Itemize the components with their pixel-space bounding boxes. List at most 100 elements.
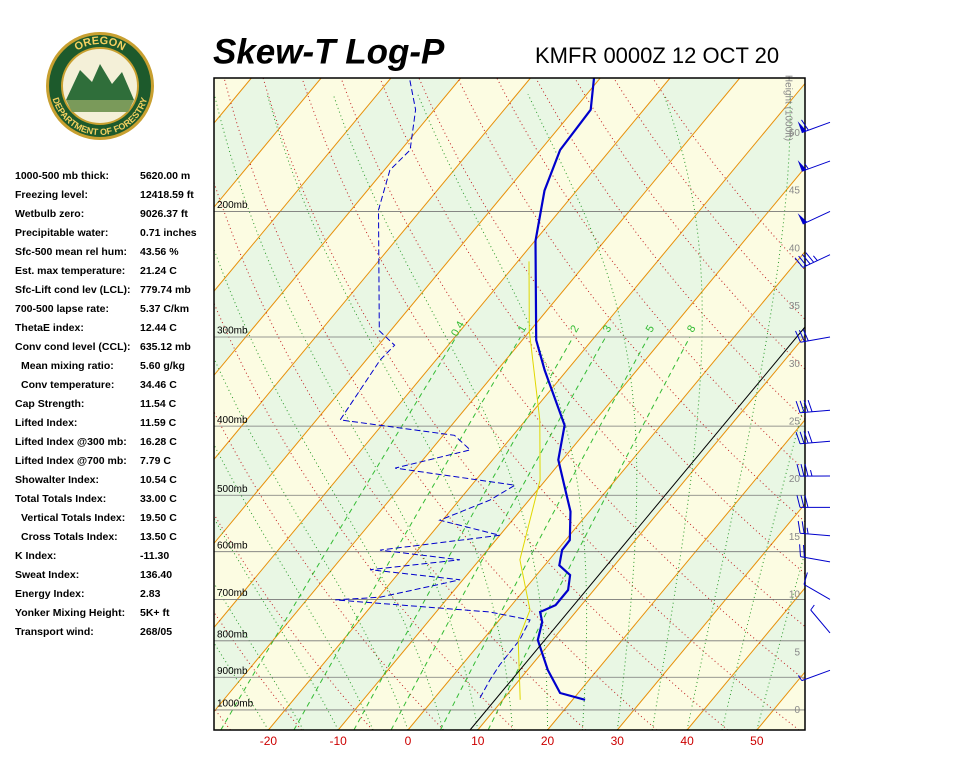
mixing-ratio-line [439, 336, 649, 730]
index-value: 43.56 % [140, 246, 179, 258]
mixing-ratio-label: 3 [601, 323, 614, 334]
index-value: 7.79 C [140, 455, 171, 467]
chart-subtitle: KMFR 0000Z 12 OCT 20 [535, 43, 779, 68]
axes: 0.4 1 2 3 5 8200mb300mb400mb500mb600mb700mb80… [217, 75, 800, 748]
height-label: 45 [789, 186, 801, 197]
index-label: Est. max temperature: [15, 265, 125, 277]
index-label: Showalter Index: [15, 474, 99, 486]
mixing-ratio-line [390, 336, 607, 730]
wind-barb [796, 463, 831, 477]
wind-staff [802, 210, 831, 225]
index-label: Lifted Index @700 mb: [15, 455, 127, 467]
dry-adiabat [214, 410, 444, 730]
isotherm [214, 78, 462, 377]
pressure-label: 700mb [217, 588, 248, 599]
wind-barb [795, 399, 831, 414]
index-value: 635.12 mb [140, 341, 191, 353]
index-value: 9026.37 ft [140, 208, 188, 220]
x-tick-label: -10 [330, 734, 348, 748]
isotherm [214, 78, 392, 292]
index-value: 33.00 C [140, 493, 177, 505]
wind-staff [796, 495, 831, 508]
index-value: 12418.59 ft [140, 189, 194, 201]
pressure-label: 500mb [217, 484, 248, 495]
wind-barb [799, 544, 831, 563]
index-value: 11.59 C [140, 417, 177, 429]
index-label: Lifted Index: [15, 417, 77, 429]
wind-staff [801, 119, 831, 134]
index-label: Conv cond level (CCL): [15, 341, 131, 353]
logo-top-text: OREGON [73, 35, 128, 54]
pressure-label: 900mb [217, 666, 248, 677]
x-tick-label: 30 [611, 734, 625, 748]
x-tick-label: 50 [750, 734, 764, 748]
index-label: 1000-500 mb thick: [15, 170, 109, 182]
dry-adiabat [379, 78, 805, 628]
wind-barb [797, 160, 831, 172]
height-axis-title: Height (1000ft) [782, 75, 793, 141]
isotherm [686, 587, 805, 730]
index-value: -11.30 [140, 550, 169, 562]
sounding-line [335, 80, 531, 699]
mixing-ratio-line [353, 336, 574, 730]
moist-adiabat [214, 357, 409, 730]
isotherm [477, 334, 805, 730]
wind-barb [796, 495, 831, 508]
moist-adiabat [651, 94, 703, 730]
index-value: 21.24 C [140, 265, 177, 277]
wind-barb [797, 119, 831, 134]
wind-barb [803, 572, 831, 600]
wind-barb [797, 669, 831, 682]
logo-trees [66, 64, 134, 100]
logo: OREGON DEPARTMENT OF FORESTRY [46, 32, 154, 140]
wind-staff [797, 520, 831, 537]
wind-flag [797, 213, 808, 225]
index-label: ThetaE index: [15, 322, 84, 334]
index-value: 16.28 C [140, 436, 177, 448]
height-label: 50 [789, 128, 801, 139]
mixing-ratio-line [293, 336, 521, 730]
index-value: 12.44 C [140, 322, 177, 334]
height-label: 20 [789, 474, 801, 485]
isotherm [547, 419, 805, 730]
dry-adiabat [214, 180, 587, 730]
wind-barb [797, 210, 831, 225]
isotherm [214, 78, 601, 545]
dry-adiabat [535, 78, 805, 421]
height-label: 25 [789, 417, 801, 428]
index-label: Sfc-500 mean rel hum: [15, 246, 127, 258]
chart-title: Skew-T Log-P [213, 32, 445, 71]
index-value: 5.37 C/km [140, 303, 189, 315]
index-label: Sfc-Lift cond lev (LCL): [15, 284, 131, 296]
moist-adiabat [332, 94, 548, 730]
moist-adiabat [214, 247, 444, 730]
wind-staff [801, 160, 831, 172]
pressure-label: 600mb [217, 540, 248, 551]
x-tick-label: 20 [541, 734, 555, 748]
wind-staff [796, 463, 831, 477]
mixing-ratio-line [220, 336, 457, 730]
index-value: 34.46 C [140, 379, 177, 391]
moist-adiabat [417, 94, 588, 730]
wind-barb [794, 252, 831, 268]
index-value: 10.54 C [140, 474, 177, 486]
moist-adiabat [266, 94, 514, 730]
x-tick-label: 10 [471, 734, 485, 748]
wind-staff [795, 430, 831, 445]
index-label: Total Totals Index: [15, 493, 106, 505]
wind-staff [794, 252, 831, 268]
wind-staff [795, 329, 831, 343]
index-label: Yonker Mixing Height: [15, 607, 125, 619]
index-label: Transport wind: [15, 626, 94, 638]
indices-panel: 1000-500 mb thick: 5620.00 m Freezing leve… [15, 170, 197, 638]
plot-area [214, 78, 805, 730]
index-label: Sweat Index: [15, 569, 79, 581]
index-label: Cross Totals Index: [21, 531, 118, 543]
pressure-label: 1000mb [217, 699, 254, 710]
mixing-ratio-label: 2 [568, 323, 581, 334]
isotherm [214, 78, 322, 208]
wind-staff [797, 669, 831, 682]
logo-top-path: OREGON [73, 35, 128, 54]
index-label: Conv temperature: [21, 379, 114, 391]
